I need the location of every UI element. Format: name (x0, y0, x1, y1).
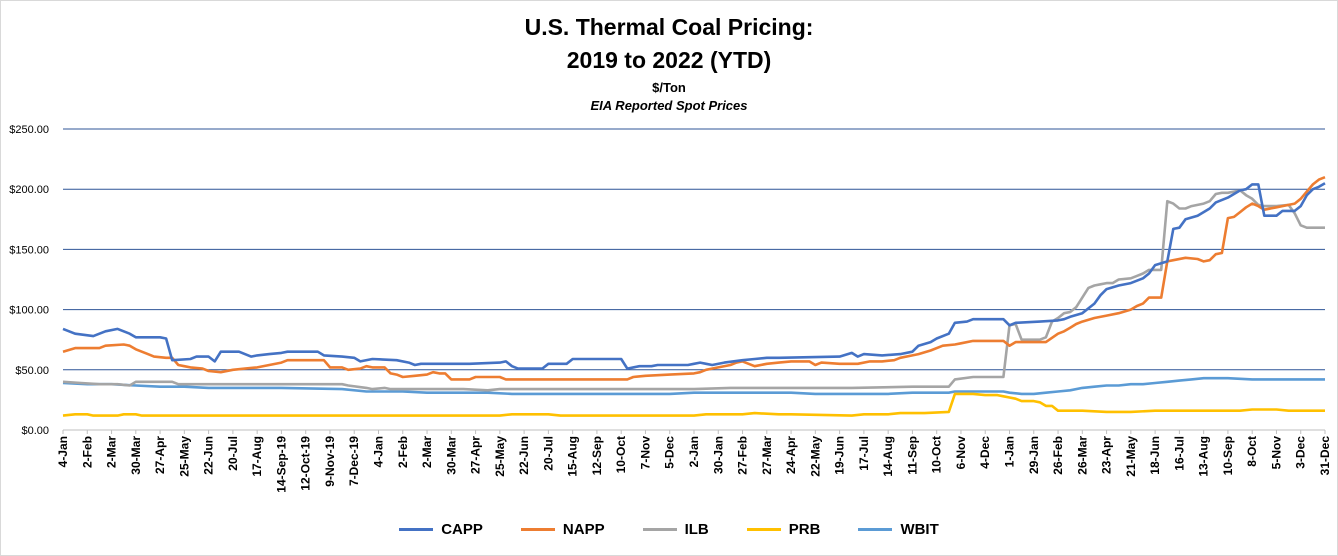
x-tick-label: 7-Dec-19 (347, 436, 361, 486)
chart-title: U.S. Thermal Coal Pricing: (524, 14, 814, 40)
x-tick-label: 22-May (808, 436, 822, 477)
x-tick-label: 13-Aug (1197, 436, 1211, 477)
x-tick-label: 22-Jun (517, 436, 531, 475)
y-tick-label: $200.00 (9, 184, 49, 196)
y-axis-tick-labels: $0.00 $50.00 $100.00 $150.00 $200.00 $250.00 (9, 124, 49, 437)
x-tick-label: 23-Apr (1100, 436, 1114, 474)
legend-swatch (858, 528, 893, 531)
x-tick-label: 24-Apr (784, 436, 798, 474)
x-tick-label: 1-Jan (1003, 436, 1017, 467)
y-tick-label: $100.00 (9, 305, 49, 317)
y-tick-label: $150.00 (9, 244, 49, 256)
legend-swatch (520, 528, 555, 531)
legend-label: ILB (684, 521, 709, 538)
x-tick-label: 14-Sep-19 (274, 436, 288, 493)
legend-item-wbit: WBIT (858, 521, 939, 538)
x-tick-label: 2-Feb (396, 436, 410, 468)
x-tick-label: 30-Mar (129, 436, 143, 475)
x-tick-label: 25-May (177, 436, 191, 477)
legend-label: CAPP (441, 521, 483, 538)
legend-item-napp: NAPP (520, 521, 605, 538)
x-tick-label: 6-Nov (954, 436, 968, 470)
x-tick-label: 20-Jul (226, 436, 240, 471)
x-tick-label: 10-Oct (930, 436, 944, 473)
x-tick-label: 27-Mar (760, 436, 774, 475)
x-tick-label: 22-Jun (202, 436, 216, 475)
x-tick-label: 17-Aug (250, 436, 264, 477)
x-tick-label: 29-Jan (1027, 436, 1041, 474)
x-tick-label: 26-Mar (1075, 436, 1089, 475)
x-tick-label: 10-Oct (614, 436, 628, 473)
x-tick-label: 8-Oct (1245, 436, 1259, 467)
legend-label: WBIT (900, 521, 939, 538)
chart-title-line2: 2019 to 2022 (YTD) (566, 47, 772, 73)
x-tick-label: 16-Jul (1172, 436, 1186, 471)
x-tick-label: 2-Mar (420, 436, 434, 468)
x-tick-label: 27-Apr (153, 436, 167, 474)
x-tick-label: 30-Mar (444, 436, 458, 475)
x-axis-tick-labels: 4-Jan 2-Feb 2-Mar 30-Mar 27-Apr 25-May 22-Jun 2… (56, 436, 1332, 493)
x-tick-label: 18-Jun (1148, 436, 1162, 475)
x-tick-label: 2-Feb (80, 436, 94, 468)
series-line-capp (62, 182, 1326, 370)
series-lines (62, 175, 1326, 417)
x-tick-label: 27-Feb (736, 436, 750, 475)
x-tick-label: 15-Aug (566, 436, 580, 477)
y-tick-label: $0.00 (21, 425, 49, 437)
x-tick-label: 4-Jan (372, 436, 386, 467)
series-line-napp (62, 175, 1326, 381)
y-tick-label: $250.00 (9, 124, 49, 136)
legend-item-ilb: ILB (642, 521, 709, 538)
x-tick-label: 2-Jan (687, 436, 701, 467)
x-tick-label: 4-Jan (56, 436, 70, 467)
legend: CAPP NAPP ILB PRB WBIT (0, 521, 1338, 538)
x-tick-label: 20-Jul (541, 436, 555, 471)
x-tick-label: 14-Aug (881, 436, 895, 477)
legend-swatch (746, 528, 781, 531)
x-tick-label: 26-Feb (1051, 436, 1065, 475)
gridlines (62, 128, 1326, 434)
x-tick-label: 31-Dec (1318, 436, 1332, 476)
x-tick-label: 25-May (493, 436, 507, 477)
x-tick-label: 5-Dec (663, 436, 677, 469)
legend-item-capp: CAPP (399, 521, 483, 538)
x-tick-label: 12-Oct-19 (299, 436, 313, 491)
x-tick-label: 21-May (1124, 436, 1138, 477)
x-tick-label: 27-Apr (469, 436, 483, 474)
x-tick-label: 7-Nov (638, 436, 652, 470)
x-tick-label: 10-Sep (1221, 436, 1235, 475)
x-tick-label: 4-Dec (978, 436, 992, 469)
x-tick-label: 30-Jan (711, 436, 725, 474)
legend-item-prb: PRB (746, 521, 821, 538)
legend-swatch (399, 528, 434, 531)
x-tick-label: 11-Sep (905, 436, 919, 475)
x-tick-label: 5-Nov (1269, 436, 1283, 470)
series-line-prb (62, 392, 1325, 417)
x-tick-label: 17-Jul (857, 436, 871, 471)
x-tick-label: 12-Sep (590, 436, 604, 475)
x-tick-label: 2-Mar (105, 436, 119, 468)
legend-label: NAPP (562, 521, 605, 538)
x-tick-label: 19-Jun (833, 436, 847, 475)
x-tick-label: 9-Nov-19 (323, 436, 337, 487)
chart-subtitle-source: EIA Reported Spot Prices (590, 98, 748, 113)
chart-subtitle: $/Ton (652, 80, 686, 95)
legend-swatch (642, 528, 677, 531)
legend-label: PRB (788, 521, 821, 538)
y-tick-label: $50.00 (15, 365, 49, 377)
x-tick-label: 3-Dec (1294, 436, 1308, 469)
series-line-ilb (62, 189, 1325, 392)
series-line-wbit (62, 376, 1325, 396)
